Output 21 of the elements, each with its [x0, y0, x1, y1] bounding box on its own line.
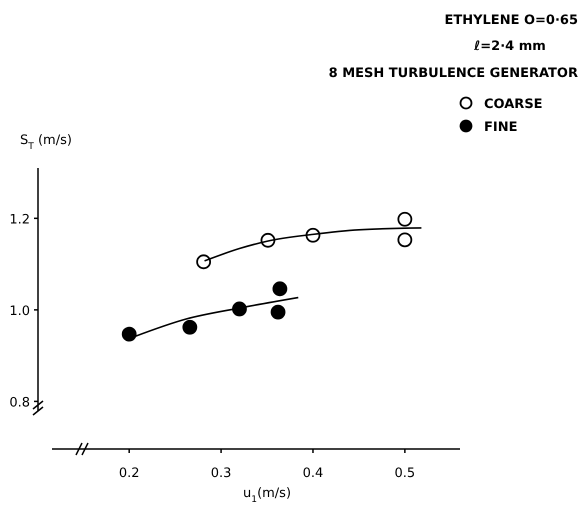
- text: ℓ=2·4 mm: [473, 39, 546, 54]
- x-tick-label: 0.2: [118, 466, 140, 481]
- text: 8 MESH TURBULENCE GENERATOR: [328, 66, 578, 81]
- point: [397, 212, 412, 227]
- y-tick-label: 1.0: [9, 304, 30, 319]
- text: ETHYLENE O=0·65: [444, 13, 578, 28]
- x-tick-label: 0.4: [302, 466, 324, 481]
- legend-label: FINE: [484, 120, 518, 135]
- point: [397, 232, 412, 248]
- point: [272, 281, 288, 296]
- y-axis-title: S$_{T}$ (m/s): [20, 133, 72, 152]
- y-tick-label: 0.8: [9, 395, 30, 410]
- x-tick-label: 0.3: [210, 466, 232, 481]
- point: [270, 304, 286, 320]
- point: [196, 254, 212, 270]
- x-tick-label: 0.5: [394, 466, 416, 481]
- y-tick-label: 1.2: [9, 212, 30, 228]
- legend-label: COARSE: [484, 97, 543, 112]
- point: [122, 326, 137, 342]
- point: [182, 320, 198, 335]
- x-axis-title: u$_{1}$(m/s): [243, 486, 292, 505]
